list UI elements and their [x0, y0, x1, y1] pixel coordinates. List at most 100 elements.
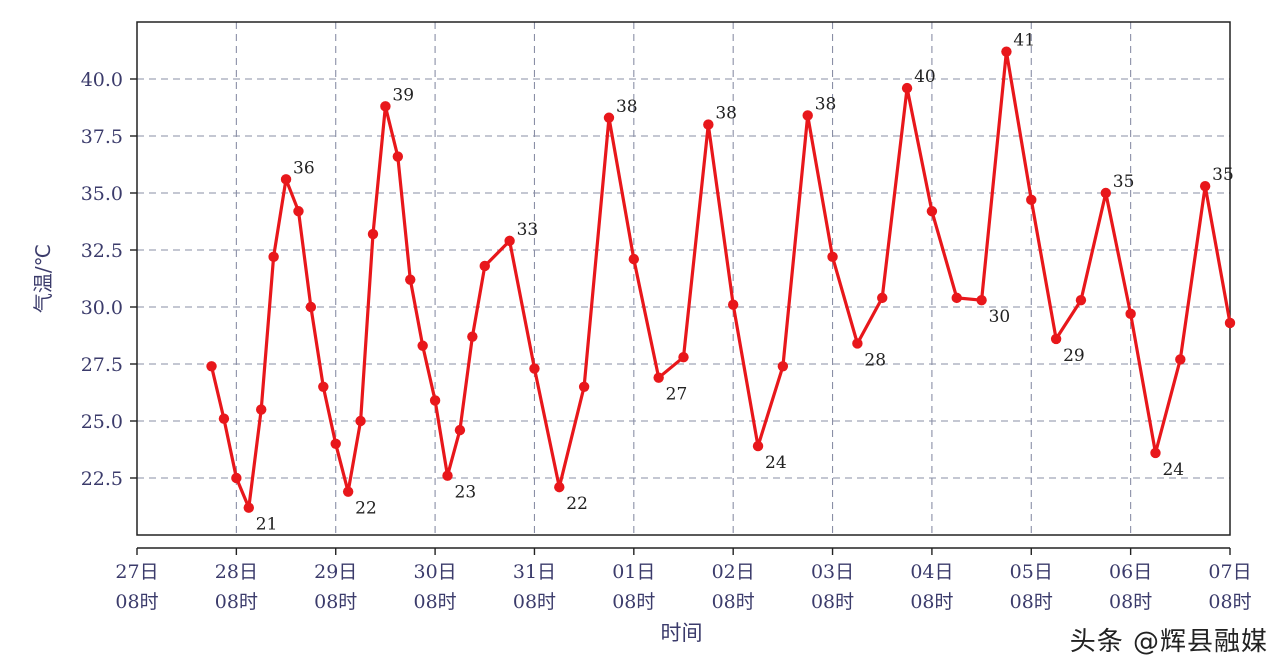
data-point	[367, 228, 379, 240]
data-point	[827, 251, 838, 263]
y-tick-label: 25.0	[81, 411, 123, 433]
x-tick-label-day: 07日	[1208, 561, 1251, 583]
data-point	[1224, 317, 1236, 329]
data-point	[1050, 333, 1062, 345]
x-tick-label-hour: 08时	[513, 591, 556, 613]
data-label: 33	[517, 220, 539, 240]
y-tick-label: 35.0	[81, 183, 123, 205]
x-tick-label-day: 02日	[712, 561, 755, 583]
data-point	[529, 363, 540, 374]
data-point	[243, 502, 254, 513]
x-tick-label-hour: 08时	[910, 591, 953, 613]
data-point	[442, 470, 453, 481]
data-point	[603, 112, 615, 123]
data-point	[926, 206, 938, 217]
grid-lines	[137, 22, 1230, 535]
data-point	[1199, 180, 1211, 192]
data-point	[293, 206, 304, 217]
y-tick-label: 30.0	[81, 297, 123, 319]
temperature-series	[206, 46, 1236, 513]
y-tick-label: 40.0	[81, 69, 123, 91]
data-label: 24	[765, 453, 787, 473]
data-label: 28	[864, 350, 886, 370]
x-tick-label-hour: 08时	[413, 591, 456, 613]
data-label: 38	[616, 97, 638, 117]
data-label: 30	[989, 307, 1011, 327]
x-tick-label-hour: 08时	[1109, 591, 1152, 613]
data-labels: 21 36 22 39 23 33 22 38 27 38 24 38 28 40 30 41 29 35 24 35	[256, 31, 1234, 535]
data-point	[467, 331, 478, 342]
x-tick-label-day: 01日	[612, 561, 655, 583]
data-label: 35	[1212, 165, 1234, 185]
data-label: 27	[666, 385, 688, 405]
data-point	[429, 395, 441, 406]
data-point	[802, 110, 813, 121]
x-tick-label-day: 03日	[811, 561, 854, 583]
x-tick-label-day: 04日	[910, 561, 953, 583]
data-point	[976, 294, 987, 306]
data-point	[901, 82, 913, 94]
x-tick-label-day: 05日	[1010, 561, 1053, 583]
x-tick-label-hour: 08时	[115, 591, 158, 613]
data-point	[417, 340, 428, 351]
x-tick-label-hour: 08时	[1208, 591, 1251, 613]
data-label: 40	[914, 67, 936, 87]
data-point	[280, 174, 292, 185]
data-label: 29	[1063, 346, 1085, 366]
data-label: 24	[1162, 460, 1184, 480]
x-tick-label-hour: 08时	[215, 591, 258, 613]
data-label: 38	[715, 104, 737, 124]
x-axis: 27日 08时 28日 08时 29日 08时 30日 08时 31日 08时 01日 08时 02日 0…	[115, 547, 1252, 613]
data-point	[330, 438, 341, 449]
data-label: 36	[293, 158, 315, 178]
data-point	[1001, 46, 1012, 57]
x-tick-label-day: 28日	[215, 561, 258, 583]
data-point	[1150, 447, 1161, 459]
plot-frame	[136, 21, 1231, 536]
data-point	[877, 292, 888, 304]
data-point	[392, 151, 404, 162]
x-tick-label-day: 29日	[314, 561, 357, 583]
y-axis: 22.5 25.0 27.5 30.0 32.5 35.0 37.5 40.0	[81, 69, 137, 490]
data-point	[1075, 294, 1087, 306]
x-tick-label-day: 30日	[413, 561, 456, 583]
data-label: 38	[815, 94, 837, 114]
data-point	[479, 260, 490, 272]
y-tick-label: 27.5	[81, 354, 123, 376]
x-tick-label-hour: 08时	[811, 591, 854, 613]
data-point	[727, 299, 739, 310]
data-point	[1125, 308, 1136, 320]
y-tick-label: 32.5	[81, 240, 123, 262]
data-point	[206, 361, 217, 372]
x-tick-label-hour: 08时	[612, 591, 655, 613]
data-point	[318, 381, 329, 392]
data-point	[504, 235, 515, 247]
data-point	[218, 413, 230, 424]
data-label: 22	[566, 494, 588, 514]
data-label: 39	[392, 85, 414, 105]
data-point	[405, 274, 416, 285]
x-tick-label-day: 31日	[513, 561, 556, 583]
data-label: 35	[1113, 172, 1135, 192]
data-point	[256, 404, 267, 415]
data-point	[454, 424, 466, 436]
data-point	[777, 361, 789, 372]
x-tick-label-hour: 08时	[1010, 591, 1053, 613]
data-point	[1175, 354, 1186, 365]
data-point	[1100, 187, 1111, 199]
y-tick-label: 22.5	[81, 468, 123, 490]
data-point	[342, 486, 354, 497]
data-point	[628, 253, 640, 265]
data-point	[653, 372, 664, 383]
data-label: 22	[355, 499, 377, 519]
data-point	[355, 415, 366, 427]
data-point	[951, 292, 962, 304]
data-label: 41	[1013, 31, 1035, 51]
data-label: 23	[455, 483, 477, 503]
x-tick-label-hour: 08时	[314, 591, 357, 613]
data-point	[852, 338, 863, 349]
data-point	[554, 481, 565, 493]
x-tick-label-hour: 08时	[712, 591, 755, 613]
y-tick-label: 37.5	[81, 126, 123, 148]
